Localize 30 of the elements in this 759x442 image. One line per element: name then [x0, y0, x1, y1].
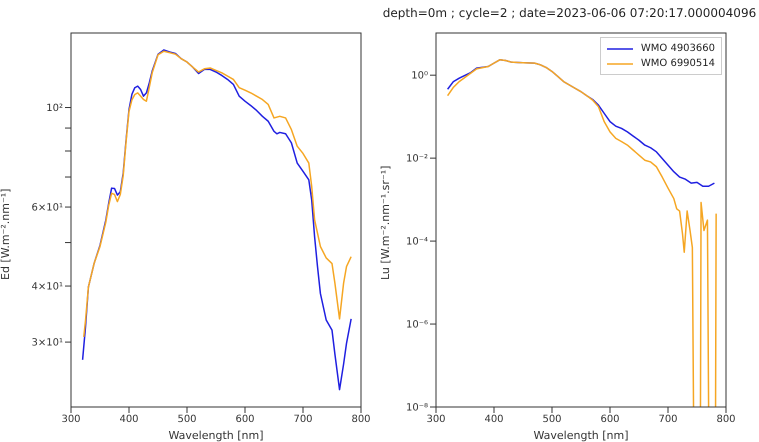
y-tick-label: 3×10¹ [32, 338, 63, 349]
y-tick-label: 10⁻⁸ [406, 402, 428, 414]
y-tick-label: 10⁻² [406, 154, 428, 165]
y-tick-label: 10² [46, 103, 63, 114]
x-tick-label: 400 [119, 414, 139, 426]
x-tick-label: 700 [658, 414, 678, 426]
line-series [83, 50, 352, 338]
y-tick-label: 10⁻⁴ [406, 236, 428, 248]
x-tick-label: 400 [484, 414, 504, 426]
x-tick-label: 600 [600, 414, 620, 426]
line-series [82, 49, 352, 390]
x-tick-label: 500 [177, 414, 197, 426]
x-tick-label: 800 [351, 414, 371, 426]
chart-title: depth=0m ; cycle=2 ; date=2023-06-06 07:20:17.000004096 [382, 6, 758, 20]
legend-label: WMO 6990514 [640, 57, 715, 71]
y-tick-label: 4×10¹ [32, 282, 63, 293]
x-tick-label: 700 [293, 414, 313, 426]
x-tick-label: 300 [61, 414, 81, 426]
legend-label: WMO 4903660 [640, 42, 715, 56]
y-tick-label: 10⁰ [411, 70, 428, 82]
x-tick-label: 300 [426, 414, 446, 426]
x-tick-label: 800 [716, 414, 736, 426]
y-tick-label: 6×10¹ [32, 202, 63, 214]
y-axis-title: Lu [W.m⁻².nm⁻¹.sr⁻¹] [378, 166, 392, 280]
x-tick-label: 600 [235, 414, 255, 426]
x-axis-title: Wavelength [nm] [168, 429, 264, 442]
y-axis-title: Ed [W.m⁻².nm⁻¹] [0, 188, 12, 280]
y-tick-label: 10⁻⁶ [406, 320, 428, 331]
x-tick-label: 500 [542, 414, 562, 426]
x-axis-title: Wavelength [nm] [533, 429, 629, 442]
